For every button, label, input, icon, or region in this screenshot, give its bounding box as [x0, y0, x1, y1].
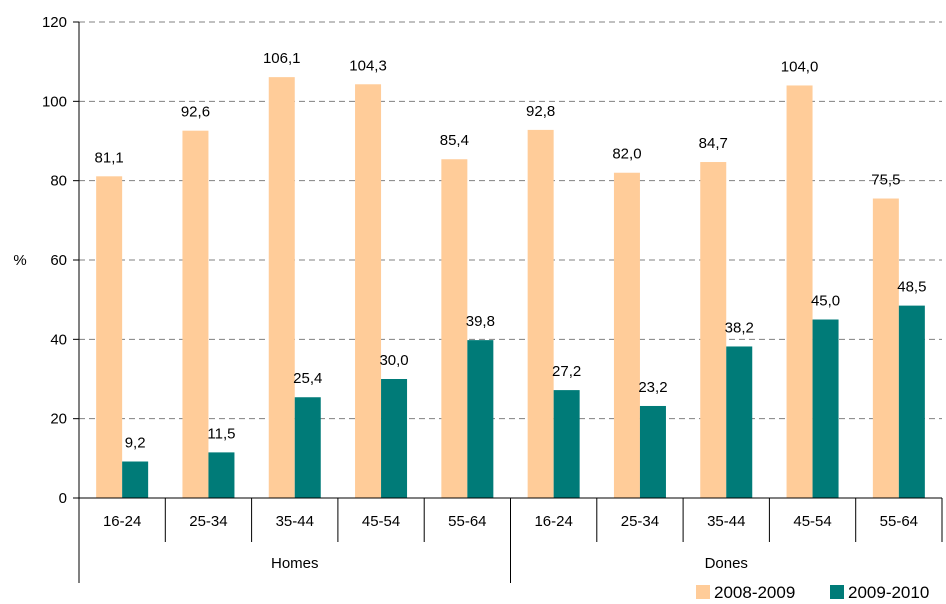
bar [898, 305, 925, 498]
bar [467, 340, 494, 498]
bar [613, 172, 640, 498]
bar [812, 319, 839, 498]
data-label: 27,2 [552, 363, 581, 380]
bar [182, 130, 209, 499]
bar [700, 162, 727, 499]
bar [268, 77, 295, 499]
bar [294, 397, 321, 498]
bar [441, 159, 468, 498]
legend-swatch [830, 585, 844, 599]
x-tick-label: 25-34 [189, 513, 227, 530]
data-label: 38,2 [725, 319, 754, 336]
data-label: 30,0 [379, 352, 408, 369]
x-tick-label: 55-64 [448, 513, 486, 530]
data-label: 106,1 [263, 50, 301, 67]
bar [355, 84, 382, 498]
data-label: 9,2 [125, 435, 146, 452]
legend-label: 2008-2009 [714, 583, 795, 602]
data-label: 84,7 [699, 135, 728, 152]
data-label: 25,4 [293, 370, 322, 387]
y-tick-label: 120 [42, 14, 67, 31]
data-label: 81,1 [95, 149, 124, 166]
bar [122, 461, 149, 498]
x-tick-label: 25-34 [621, 513, 659, 530]
bar [786, 85, 813, 498]
x-tick-label: 16-24 [534, 513, 572, 530]
y-axis-label: % [13, 252, 26, 269]
x-tick-label: 55-64 [880, 513, 918, 530]
legend: 2008-2009 2009-2010 [696, 583, 929, 602]
y-tick-label: 20 [50, 411, 67, 428]
data-label: 104,0 [781, 58, 819, 75]
data-label: 85,4 [440, 132, 469, 149]
x-tick-label: 45-54 [793, 513, 831, 530]
y-tick-label: 80 [50, 173, 67, 190]
data-label: 11,5 [207, 425, 235, 442]
bar [381, 379, 408, 498]
grid-lines [79, 21, 942, 420]
group-label: Dones [705, 555, 748, 572]
data-label: 39,8 [466, 313, 495, 330]
bar [639, 405, 666, 498]
data-label: 92,6 [181, 104, 210, 121]
group-label: Homes [271, 555, 319, 572]
bar [726, 346, 753, 498]
bars: 81,1 92,6 106,1 104,3 85,4 92,8 82,0 84,7 104,0 7… [95, 50, 926, 499]
legend-swatch [696, 585, 710, 599]
x-tick-label: 45-54 [362, 513, 400, 530]
x-tick-label: 35-44 [276, 513, 314, 530]
data-label: 82,0 [612, 146, 641, 163]
bar [208, 452, 235, 498]
y-tick-label: 0 [59, 490, 67, 507]
data-label: 45,0 [811, 293, 840, 310]
bar [872, 198, 899, 498]
bar [96, 176, 123, 498]
y-tick-label: 40 [50, 331, 67, 348]
bar [553, 390, 580, 498]
data-label: 48,5 [897, 279, 926, 296]
data-label: 75,5 [871, 172, 900, 189]
data-label: 92,8 [526, 103, 555, 120]
data-label: 104,3 [349, 57, 387, 74]
x-axis: 16-24 25-34 35-44 45-54 55-64 16-24 25-34 35-44… [78, 22, 943, 583]
y-tick-label: 100 [42, 93, 67, 110]
x-tick-label: 16-24 [103, 513, 141, 530]
y-tick-label: 60 [50, 252, 67, 269]
x-tick-label: 35-44 [707, 513, 745, 530]
y-axis-ticks: 0 20 40 60 80 100 120 [42, 14, 79, 507]
legend-label: 2009-2010 [848, 583, 929, 602]
bar [527, 129, 554, 499]
data-label: 23,2 [638, 379, 667, 396]
